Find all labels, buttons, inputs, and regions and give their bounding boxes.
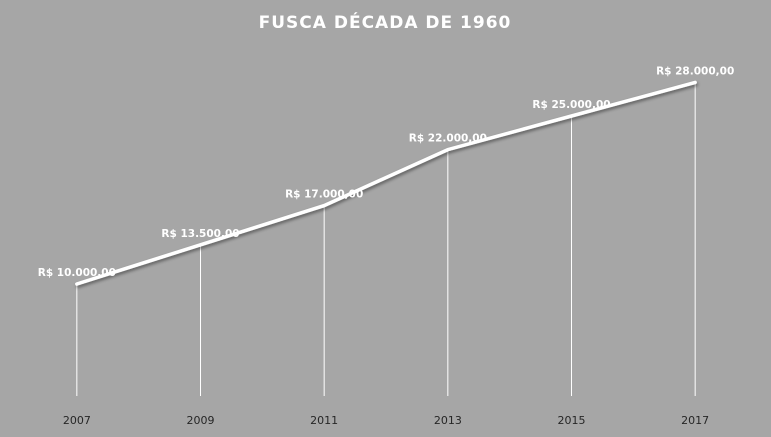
data-line: [75, 80, 697, 286]
data-label: R$ 17.000,00: [285, 189, 363, 201]
data-label: R$ 10.000,00: [38, 267, 116, 279]
data-label: R$ 28.000,00: [656, 65, 734, 77]
chart-title: FUSCA DÉCADA DE 1960: [259, 11, 512, 33]
x-tick-label: 2013: [434, 414, 462, 427]
data-label: R$ 13.500,00: [161, 228, 239, 240]
x-tick-label: 2017: [681, 414, 709, 427]
x-tick-label: 2011: [310, 414, 338, 427]
data-label: R$ 25.000,00: [532, 99, 610, 111]
data-label: R$ 22.000,00: [409, 133, 487, 145]
x-tick-label: 2007: [63, 414, 91, 427]
x-tick-label: 2015: [558, 414, 586, 427]
x-tick-label: 2009: [187, 414, 215, 427]
